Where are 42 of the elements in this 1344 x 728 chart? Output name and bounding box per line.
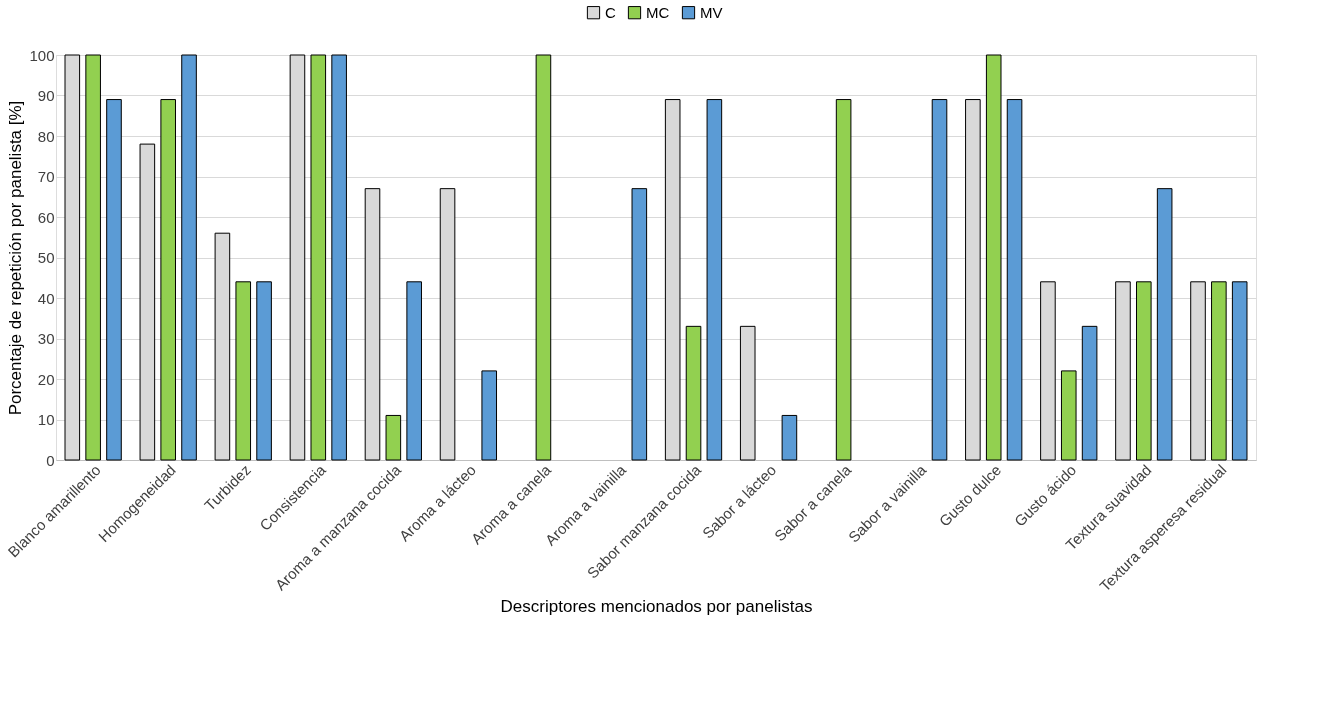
bar: [331, 54, 347, 461]
bar: [181, 54, 197, 461]
bar: [1156, 188, 1173, 461]
bar: [106, 99, 122, 461]
bar: [985, 54, 1002, 461]
y-tick-label: 50: [37, 249, 55, 266]
legend-label: MC: [646, 3, 670, 21]
bar: [85, 54, 101, 461]
y-tick-label: 0: [46, 451, 55, 469]
y-tick-label: 80: [37, 127, 55, 145]
y-tick-label: 90: [37, 87, 55, 104]
bar: [1231, 281, 1248, 461]
y-tick-label: 60: [37, 208, 55, 226]
bar: [385, 414, 402, 461]
bar: [406, 281, 422, 461]
bar: [685, 325, 702, 461]
bar: [256, 281, 272, 461]
bar: [1211, 281, 1227, 461]
bar: [160, 99, 176, 461]
legend-label: MV: [700, 3, 723, 21]
bar: [1006, 99, 1023, 461]
y-tick-label: 30: [37, 330, 55, 347]
bar: [535, 54, 552, 461]
bar: [835, 99, 852, 461]
y-tick-label: 100: [29, 46, 55, 64]
bar: [1081, 325, 1098, 461]
bar: [235, 281, 252, 461]
bar: [706, 99, 723, 461]
y-tick-label: 70: [37, 168, 55, 185]
y-tick-label: 20: [37, 370, 55, 388]
bar: [781, 414, 798, 461]
x-axis-title: Descriptores mencionados por panelistas: [500, 596, 813, 616]
bar: [1136, 281, 1152, 461]
bar: [631, 188, 648, 461]
y-tick-label: 40: [37, 289, 55, 307]
bar: [931, 99, 948, 461]
bar: [310, 54, 327, 461]
bar: [481, 370, 498, 461]
y-axis-title: Porcentaje de repetición por panelista [%]: [6, 100, 26, 416]
legend-label: C: [605, 3, 616, 21]
y-tick-label: 10: [37, 411, 55, 428]
bar: [1060, 370, 1077, 461]
